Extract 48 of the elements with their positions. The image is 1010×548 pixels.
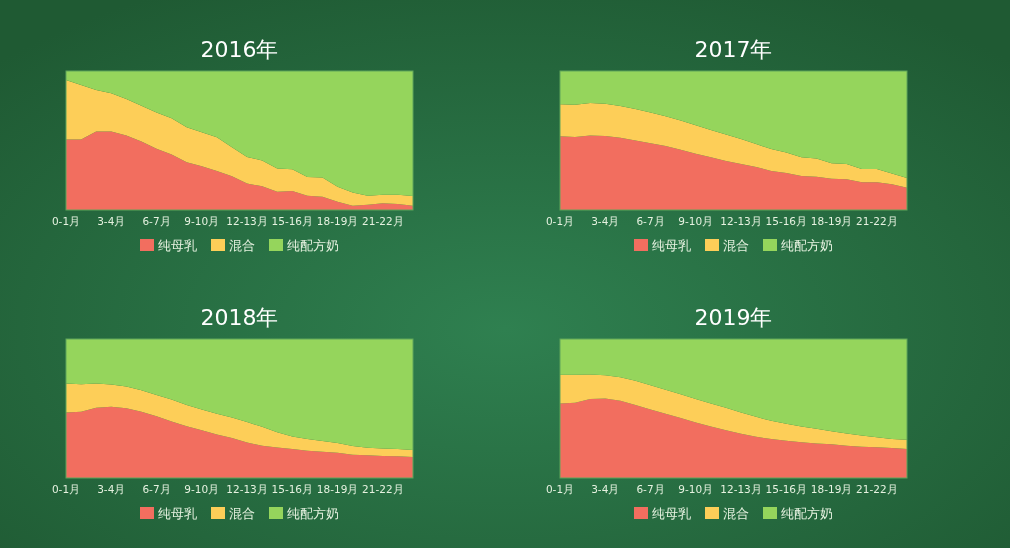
x-tick-label: 9-10月 <box>678 483 714 495</box>
x-tick-label: 15-16月 <box>271 215 314 227</box>
legend-label: 纯母乳 <box>158 506 197 521</box>
x-tick-label: 15-16月 <box>271 483 314 495</box>
x-tick-label: 3-4月 <box>97 483 126 495</box>
legend-label: 纯配方奶 <box>287 238 339 253</box>
x-tick-label: 18-19月 <box>316 215 359 227</box>
legend-label: 混合 <box>723 506 749 521</box>
chart-title: 2017年 <box>694 37 773 62</box>
legend-label: 纯配方奶 <box>781 238 833 253</box>
legend-label: 纯母乳 <box>158 238 197 253</box>
x-tick-label: 0-1月 <box>545 483 575 495</box>
x-tick-label: 0-1月 <box>51 483 81 495</box>
x-tick-label: 12-13月 <box>720 483 762 495</box>
legend-label: 混合 <box>229 506 255 521</box>
x-tick-label: 18-19月 <box>810 215 853 227</box>
x-tick-label: 3-4月 <box>591 483 620 495</box>
x-tick-label: 12-13月 <box>720 215 762 227</box>
x-tick-label: 12-13月 <box>226 483 268 495</box>
x-tick-label: 6-7月 <box>636 215 665 227</box>
x-tick-label: 6-7月 <box>142 215 171 227</box>
x-tick-label: 3-4月 <box>591 215 620 227</box>
x-tick-label: 21-22月 <box>856 215 898 227</box>
legend-label: 纯母乳 <box>652 238 691 253</box>
legend-label: 纯母乳 <box>652 506 691 521</box>
x-tick-label: 18-19月 <box>810 483 853 495</box>
x-tick-label: 18-19月 <box>316 483 359 495</box>
x-tick-label: 21-22月 <box>856 483 898 495</box>
x-tick-label: 6-7月 <box>142 483 171 495</box>
legend-label: 纯配方奶 <box>781 506 833 521</box>
legend-label: 纯配方奶 <box>287 506 339 521</box>
legend-label: 混合 <box>723 238 749 253</box>
x-tick-label: 0-1月 <box>51 215 81 227</box>
x-tick-label: 21-22月 <box>362 483 404 495</box>
legend-label: 混合 <box>229 238 255 253</box>
x-tick-label: 15-16月 <box>765 483 808 495</box>
x-tick-label: 12-13月 <box>226 215 268 227</box>
chart-title: 2018年 <box>200 305 279 330</box>
chart-title: 2016年 <box>200 37 279 62</box>
x-tick-label: 21-22月 <box>362 215 404 227</box>
x-tick-label: 9-10月 <box>184 215 220 227</box>
x-tick-label: 6-7月 <box>636 483 665 495</box>
x-tick-label: 3-4月 <box>97 215 126 227</box>
x-tick-label: 0-1月 <box>545 215 575 227</box>
chart-title: 2019年 <box>694 305 773 330</box>
x-tick-label: 15-16月 <box>765 215 808 227</box>
x-tick-label: 9-10月 <box>678 215 714 227</box>
x-tick-label: 9-10月 <box>184 483 220 495</box>
